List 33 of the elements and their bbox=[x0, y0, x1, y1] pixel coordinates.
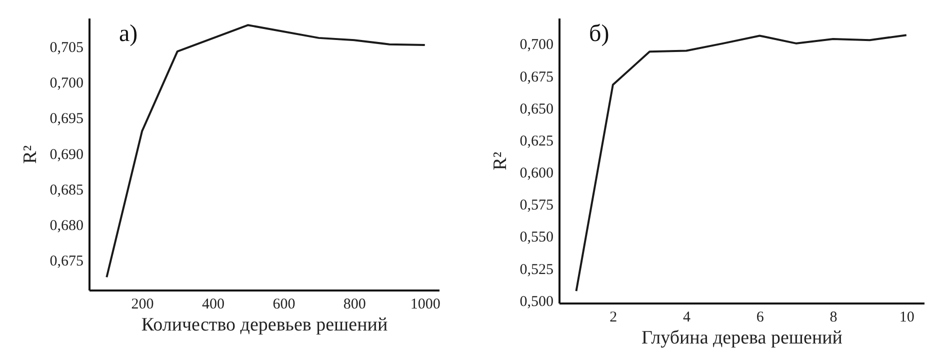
x-tick-label: 6 bbox=[756, 310, 764, 326]
y-tick-label: 0,685 bbox=[50, 182, 84, 198]
y-tick-label: 0,700 bbox=[520, 37, 554, 54]
y-tick-label: 0,600 bbox=[520, 166, 554, 182]
x-tick-label: 2 bbox=[610, 310, 618, 326]
x-tick-label: 4 bbox=[683, 310, 692, 326]
y-tick-label: 0,675 bbox=[520, 69, 554, 86]
y-axis-title: R² bbox=[20, 145, 41, 164]
y-tick-label: 0,550 bbox=[520, 230, 554, 246]
y-tick-label: 0,690 bbox=[50, 146, 84, 163]
y-tick-label: 0,500 bbox=[520, 294, 554, 310]
y-tick-label: 0,650 bbox=[520, 101, 554, 118]
x-tick-label: 600 bbox=[272, 296, 296, 312]
y-tick-label: 0,705 bbox=[50, 40, 84, 56]
x-axis-title: Количество деревьев решений bbox=[141, 314, 388, 336]
x-tick-label: 8 bbox=[830, 310, 838, 326]
x-tick-label: 400 bbox=[202, 296, 224, 312]
y-tick-label: 0,675 bbox=[50, 254, 84, 270]
y-tick-label: 0,680 bbox=[50, 218, 84, 234]
x-tick-label: 800 bbox=[343, 296, 366, 312]
y-tick-label: 0,625 bbox=[520, 133, 554, 150]
x-tick-label: 10 bbox=[899, 310, 914, 326]
y-axis-title: R² bbox=[490, 152, 511, 170]
y-tick-label: 0,700 bbox=[50, 76, 84, 92]
line-series bbox=[106, 24, 426, 278]
annotation: а) bbox=[119, 21, 138, 47]
annotation: б) bbox=[589, 21, 610, 47]
x-tick-label: 200 bbox=[131, 296, 154, 312]
y-tick-label: 0,525 bbox=[520, 262, 554, 278]
y-tick-label: 0,575 bbox=[520, 198, 554, 214]
x-tick-label: 1000 bbox=[410, 296, 440, 312]
y-tick-label: 0,695 bbox=[50, 111, 84, 128]
x-axis-title: Глубина дерева решений bbox=[642, 328, 842, 348]
